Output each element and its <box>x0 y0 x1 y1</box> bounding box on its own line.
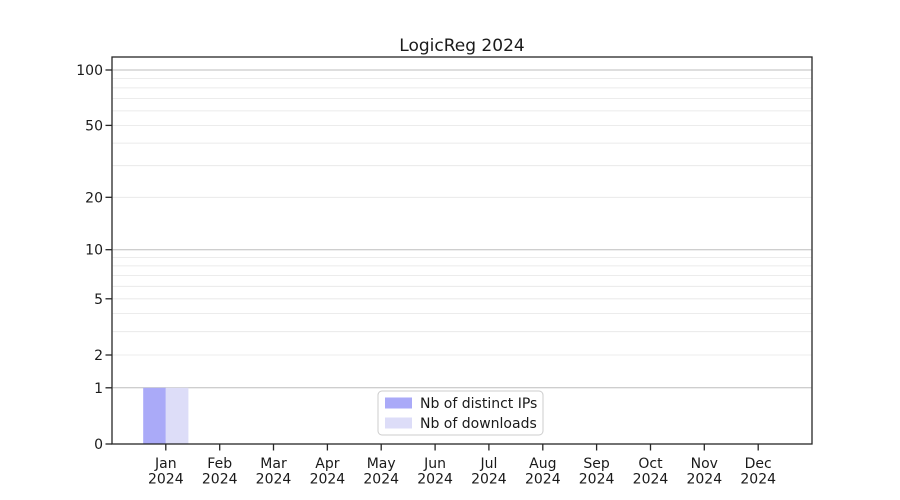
x-tick-label-month: Mar <box>260 456 287 472</box>
x-tick-label-year: 2024 <box>363 472 399 488</box>
y-tick-label: 5 <box>94 292 103 308</box>
x-tick-label-year: 2024 <box>256 472 292 488</box>
x-tick-label-month: Apr <box>315 456 339 472</box>
y-tick-label: 100 <box>76 63 103 79</box>
y-tick-label: 1 <box>94 381 103 397</box>
y-tick-label: 10 <box>85 243 103 259</box>
y-axis: 0 1 2 5 10 20 50 100 <box>76 63 112 453</box>
legend-swatch-distinct-ips <box>385 397 412 409</box>
y-tick-label: 20 <box>85 190 103 206</box>
x-tick-label-month: Dec <box>745 456 772 472</box>
x-tick-label-year: 2024 <box>148 472 184 488</box>
x-tick-label-month: Sep <box>583 456 610 472</box>
x-tick-label-year: 2024 <box>525 472 561 488</box>
legend-label: Nb of downloads <box>420 416 537 432</box>
x-tick-label-month: Aug <box>529 456 556 472</box>
x-tick-label-year: 2024 <box>633 472 669 488</box>
legend-box <box>377 390 544 436</box>
x-tick-label-month: Nov <box>691 456 718 472</box>
x-tick-label-month: Oct <box>638 456 663 472</box>
x-tick-label-month: May <box>367 456 396 472</box>
legend-swatch-downloads <box>385 417 412 429</box>
bar-jan-downloads <box>165 387 189 444</box>
x-axis: Jan2024Feb2024Mar2024Apr2024May2024Jun20… <box>148 444 776 488</box>
y-tick-label: 2 <box>94 348 103 364</box>
y-tick-label: 0 <box>94 437 103 453</box>
major-gridlines <box>112 69 812 389</box>
x-tick-label-year: 2024 <box>310 472 346 488</box>
plot-border <box>111 56 813 445</box>
x-tick-label-year: 2024 <box>417 472 453 488</box>
legend-label: Nb of distinct IPs <box>420 396 537 412</box>
x-tick-label-year: 2024 <box>740 472 776 488</box>
x-tick-label-year: 2024 <box>579 472 615 488</box>
minor-gridlines <box>112 78 812 356</box>
bar-jan-distinct-ips <box>143 387 166 444</box>
bars <box>143 387 189 444</box>
x-tick-label-year: 2024 <box>686 472 722 488</box>
x-tick-label-month: Jul <box>479 456 497 472</box>
chart-title: LogicReg 2024 <box>399 36 524 56</box>
x-tick-label-year: 2024 <box>202 472 238 488</box>
x-tick-label-month: Jun <box>423 456 446 472</box>
x-tick-label-month: Feb <box>207 456 232 472</box>
x-tick-label-month: Jan <box>154 456 177 472</box>
x-tick-label-year: 2024 <box>471 472 507 488</box>
legend: Nb of distinct IPs Nb of downloads <box>377 390 544 436</box>
y-tick-label: 50 <box>85 118 103 134</box>
